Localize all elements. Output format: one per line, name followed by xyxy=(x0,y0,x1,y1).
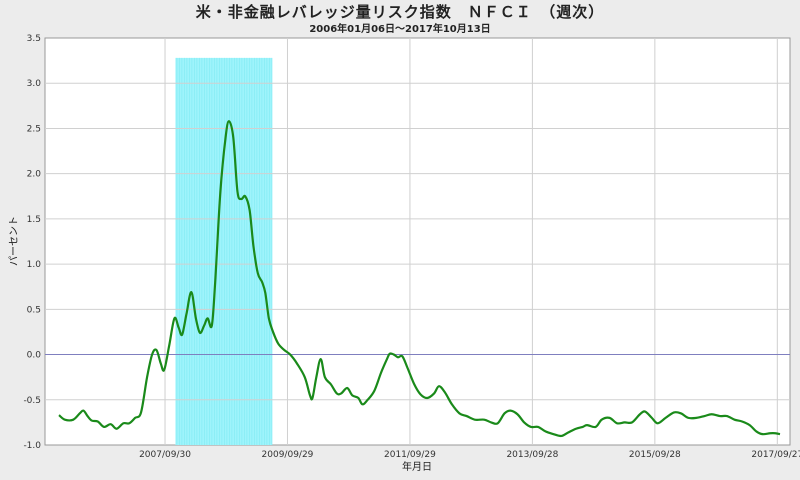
x-tick-labels: 2007/09/30 2009/09/29 2011/09/29 2013/09/28… xyxy=(139,450,800,460)
series-layer xyxy=(58,120,781,438)
shaded-period-layer xyxy=(175,57,273,446)
y-tick-label: 0.0 xyxy=(27,351,42,361)
grid-layer xyxy=(45,38,790,445)
y-tick-label: 1.5 xyxy=(27,215,41,225)
y-tick-label: 0.5 xyxy=(27,305,41,315)
y-tick-label: -0.5 xyxy=(23,396,41,406)
y-tick-label: 2.5 xyxy=(27,124,41,134)
plot-area xyxy=(44,37,791,446)
y-tick-label: 2.0 xyxy=(27,170,42,180)
chart-title: 米・非金融レバレッジ量リスク指数 ＮＦＣＩ （週次） xyxy=(195,3,605,21)
x-tick-label: 2017/09/27 xyxy=(751,450,800,460)
y-axis-title: パーセント xyxy=(8,216,20,266)
x-tick-label: 2013/09/28 xyxy=(506,450,558,460)
y-tick-label: -1.0 xyxy=(23,441,41,451)
shaded-period xyxy=(175,57,273,446)
y-tick-label: 1.0 xyxy=(27,260,42,270)
x-axis-title: 年月日 xyxy=(402,460,432,473)
y-tick-labels: 3.5 3.0 2.5 2.0 1.5 1.0 0.5 0.0 -0.5 -1.0 xyxy=(23,34,41,451)
chart-subtitle: 2006年01月06日～2017年10月13日 xyxy=(309,24,491,35)
x-tick-label: 2007/09/30 xyxy=(139,450,191,460)
x-tick-label: 2011/09/29 xyxy=(384,450,436,460)
y-tick-label: 3.5 xyxy=(27,34,41,44)
series-line xyxy=(58,120,781,438)
x-tick-label: 2009/09/29 xyxy=(262,450,314,460)
x-tick-label: 2015/09/28 xyxy=(629,450,681,460)
y-tick-label: 3.0 xyxy=(27,79,42,89)
